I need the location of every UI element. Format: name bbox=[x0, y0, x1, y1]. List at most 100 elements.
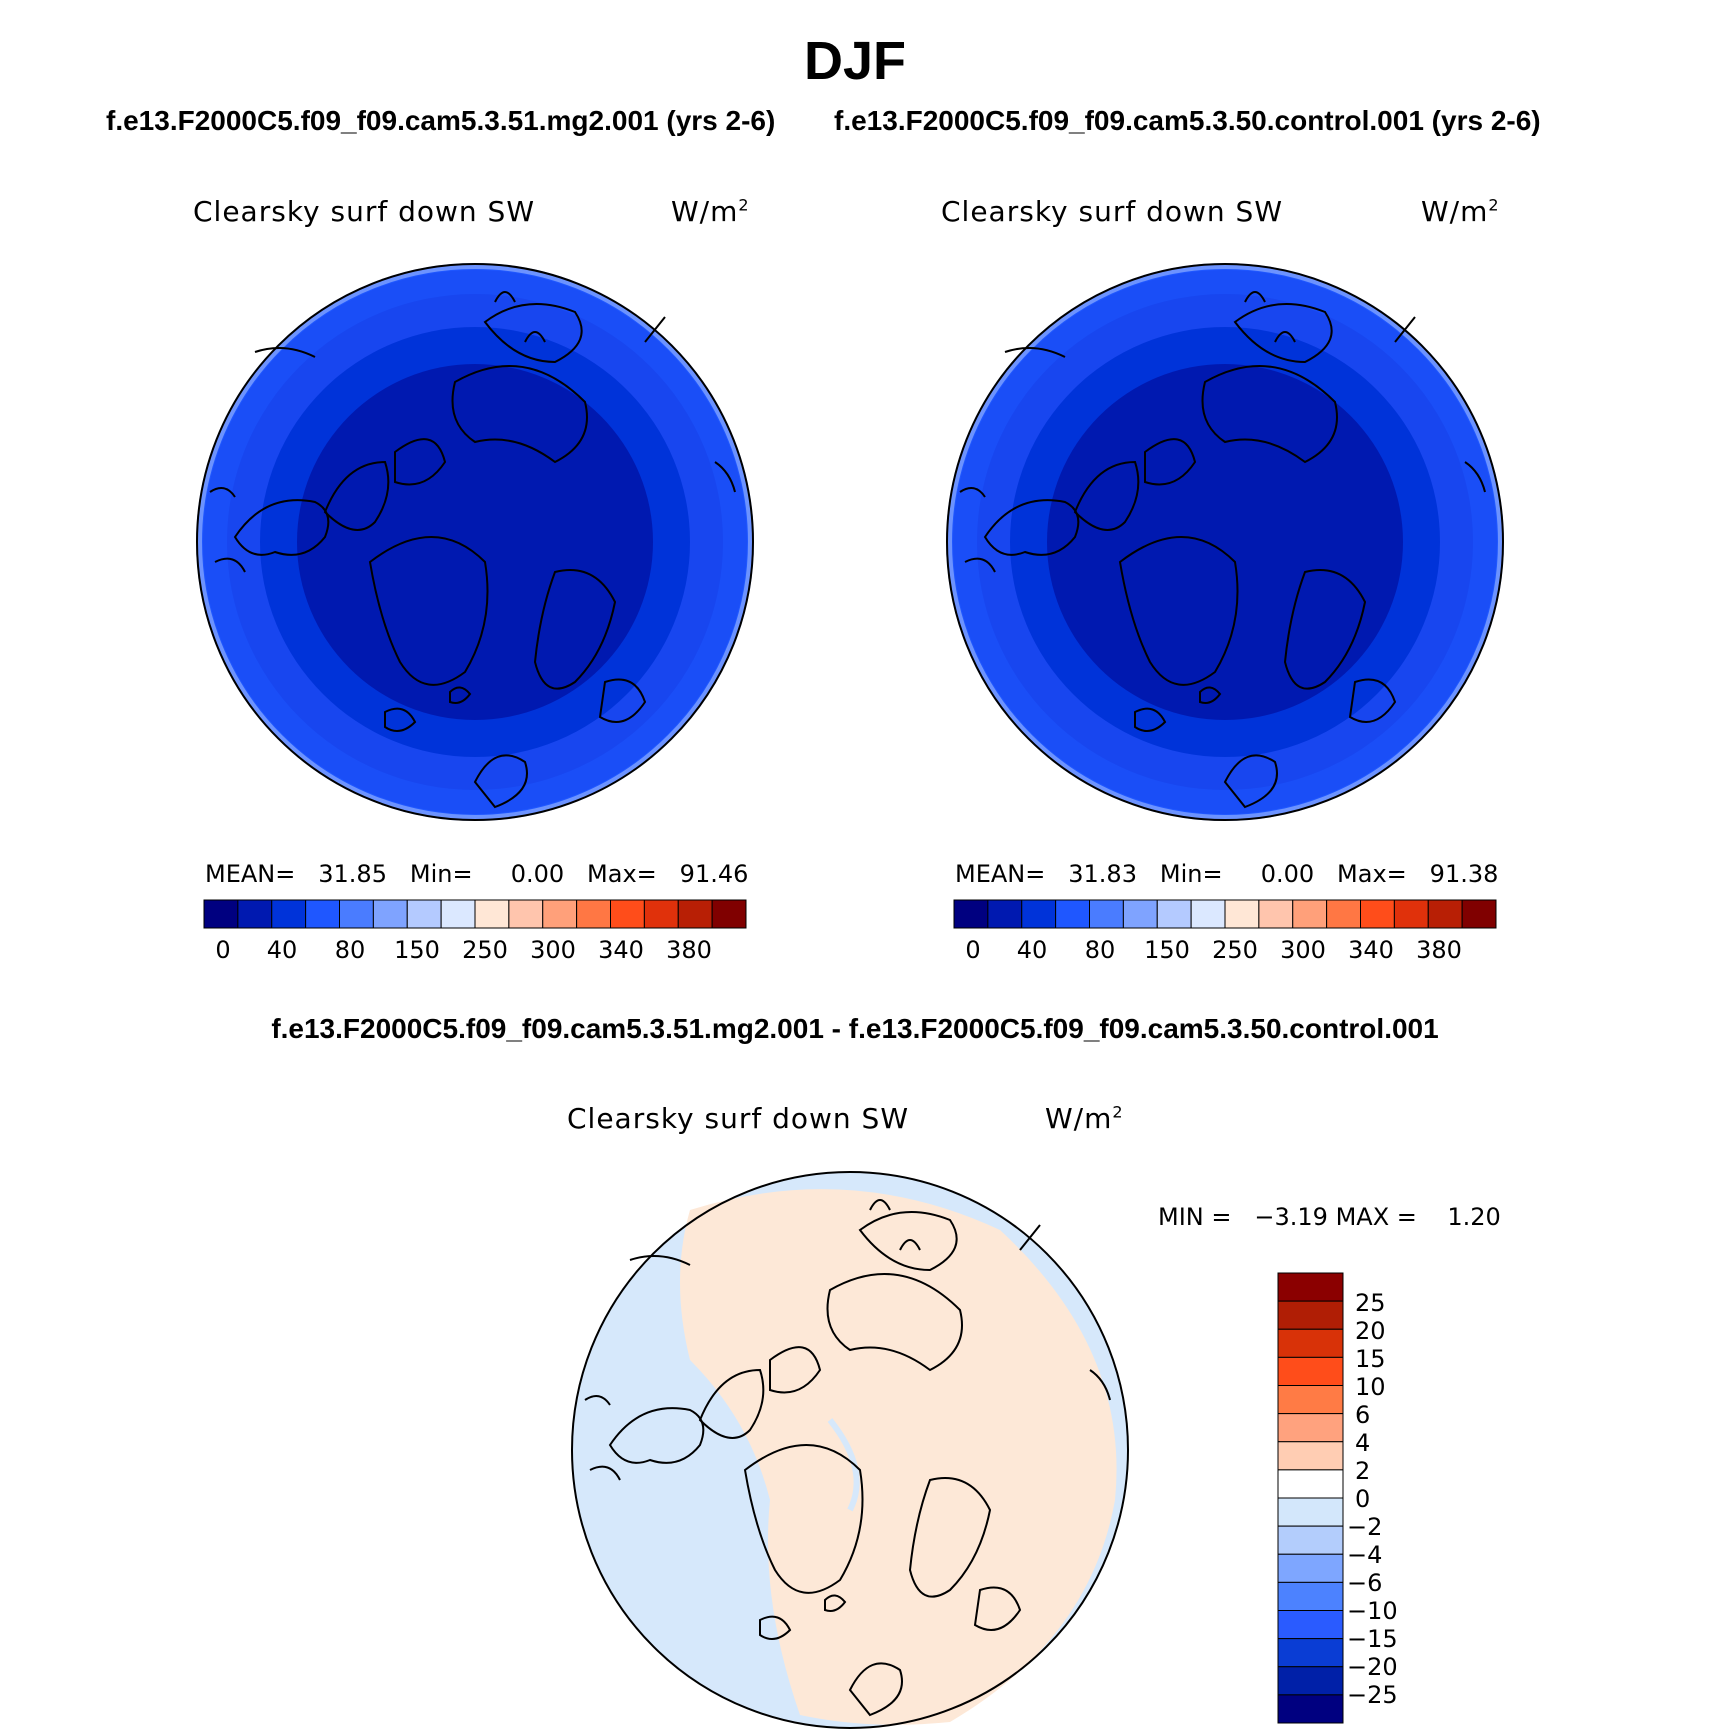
control-map-border bbox=[946, 263, 1504, 821]
colorbar-swatch bbox=[1277, 1525, 1344, 1555]
coastline bbox=[233, 499, 330, 556]
colorbar-swatch bbox=[1277, 1385, 1344, 1415]
coastline bbox=[1073, 460, 1140, 531]
coastline bbox=[848, 1662, 903, 1717]
coastline bbox=[1144, 438, 1197, 486]
control-colorbar-label: 250 bbox=[1212, 936, 1258, 964]
difference-colorbar-label: −4 bbox=[1347, 1541, 1383, 1569]
coastline bbox=[384, 707, 417, 732]
colorbar-swatch bbox=[711, 899, 747, 929]
colorbar-swatch bbox=[1224, 899, 1260, 929]
colorbar-swatch bbox=[1021, 899, 1057, 929]
case-variable-label: Clearsky surf down SW bbox=[193, 195, 536, 228]
difference-title: f.e13.F2000C5.f09_f09.cam5.3.51.mg2.001 … bbox=[271, 1013, 1439, 1044]
colorbar-swatch bbox=[1277, 1413, 1344, 1443]
difference-units: W/m2 bbox=[1045, 1102, 1124, 1135]
contour-band bbox=[297, 364, 653, 720]
control-polar-map bbox=[946, 263, 1504, 821]
colorbar-swatch bbox=[1277, 1441, 1344, 1471]
difference-colorbar-label: 0 bbox=[1355, 1485, 1371, 1513]
coastline bbox=[589, 1465, 621, 1481]
control-colorbar bbox=[953, 899, 1497, 929]
outer-band bbox=[196, 263, 754, 821]
difference-colorbar-label: 20 bbox=[1355, 1317, 1386, 1345]
colorbar-swatch bbox=[643, 899, 679, 929]
coastline bbox=[1201, 365, 1338, 464]
coastline bbox=[1223, 754, 1278, 809]
control-colorbar-label: 0 bbox=[965, 936, 981, 964]
coastline bbox=[973, 1586, 1022, 1631]
colorbar-swatch bbox=[237, 899, 273, 929]
colorbar-swatch bbox=[1277, 1610, 1344, 1640]
difference-colorbar-label: 10 bbox=[1355, 1373, 1386, 1401]
coastline bbox=[698, 1368, 765, 1439]
coastline bbox=[1004, 347, 1066, 358]
colorbar-swatch bbox=[339, 899, 374, 929]
colorbar-swatch bbox=[1360, 899, 1395, 929]
colorbar-swatch bbox=[271, 899, 307, 929]
control-variable-label: Clearsky surf down SW bbox=[941, 195, 1284, 228]
coastline bbox=[209, 487, 236, 498]
coastline bbox=[524, 331, 546, 343]
coastline bbox=[494, 291, 516, 303]
coastline bbox=[449, 686, 472, 704]
coastline bbox=[483, 303, 583, 364]
coastline bbox=[1199, 686, 1222, 704]
colorbar-swatch bbox=[305, 899, 340, 929]
coastline bbox=[1134, 707, 1167, 732]
colorbar-swatch bbox=[576, 899, 611, 929]
case-colorbar-label: 380 bbox=[666, 936, 712, 964]
coastline bbox=[743, 1444, 864, 1594]
difference-coastlines bbox=[584, 1199, 1111, 1717]
case-colorbar-label: 340 bbox=[598, 936, 644, 964]
coastline bbox=[1283, 569, 1367, 690]
coastline bbox=[1089, 1369, 1111, 1401]
colorbar-swatch bbox=[1055, 899, 1090, 929]
difference-colorbar-label: −10 bbox=[1347, 1597, 1398, 1625]
coastline bbox=[214, 557, 246, 573]
coastline bbox=[1118, 536, 1239, 686]
contour-band bbox=[1047, 364, 1403, 720]
coastline bbox=[1348, 678, 1397, 723]
case-coastlines bbox=[209, 291, 736, 809]
difference-colorbar-labels: 25 20 15 10 6 4 2 0 −2 −4 −6 −10 −15 −20… bbox=[1347, 1273, 1455, 1723]
coastline bbox=[368, 536, 489, 686]
colorbar-swatch bbox=[1461, 899, 1497, 929]
coastline bbox=[1274, 331, 1296, 343]
control-colorbar-label: 80 bbox=[1084, 936, 1116, 964]
coastline bbox=[908, 1477, 992, 1598]
colorbar-swatch bbox=[372, 899, 408, 929]
difference-colorbar-label: −15 bbox=[1347, 1625, 1398, 1653]
colorbar-swatch bbox=[1122, 899, 1158, 929]
colorbar-swatch bbox=[1427, 899, 1463, 929]
case-units: W/m2 bbox=[671, 195, 750, 228]
control-colorbar-label: 300 bbox=[1280, 936, 1326, 964]
difference-colorbar-label: −25 bbox=[1347, 1681, 1398, 1709]
case-colorbar-label: 40 bbox=[266, 936, 298, 964]
case-colorbar bbox=[203, 899, 747, 929]
case-title: f.e13.F2000C5.f09_f09.cam5.3.51.mg2.001 … bbox=[106, 105, 776, 136]
coastline bbox=[714, 461, 736, 493]
difference-colorbar-label: −2 bbox=[1347, 1513, 1383, 1541]
colorbar-swatch bbox=[1277, 1300, 1344, 1330]
difference-colorbar-label: 6 bbox=[1355, 1401, 1371, 1429]
colorbar-swatch bbox=[440, 899, 476, 929]
case-colorbar-label: 250 bbox=[462, 936, 508, 964]
colorbar-swatch bbox=[1277, 1497, 1344, 1527]
difference-colorbar-label: 15 bbox=[1355, 1345, 1386, 1373]
coastline bbox=[394, 438, 447, 486]
coastline bbox=[629, 1255, 691, 1266]
coastline bbox=[1233, 303, 1333, 364]
colorbar-swatch bbox=[610, 899, 645, 929]
coastline bbox=[858, 1211, 958, 1272]
case-colorbar-label: 80 bbox=[334, 936, 366, 964]
colorbar-swatch bbox=[406, 899, 442, 929]
difference-colorbar-label: −20 bbox=[1347, 1653, 1398, 1681]
case-colorbar-labels: 0 40 80 150 250 300 340 380 bbox=[204, 936, 746, 966]
difference-variable-label: Clearsky surf down SW bbox=[567, 1102, 910, 1135]
colorbar-swatch bbox=[1326, 899, 1361, 929]
difference-stats: MIN = −3.19 MAX = 1.20 bbox=[1158, 1203, 1501, 1231]
control-coastlines bbox=[959, 291, 1486, 809]
coastline bbox=[323, 460, 390, 531]
difference-colorbar-label: 2 bbox=[1355, 1457, 1371, 1485]
